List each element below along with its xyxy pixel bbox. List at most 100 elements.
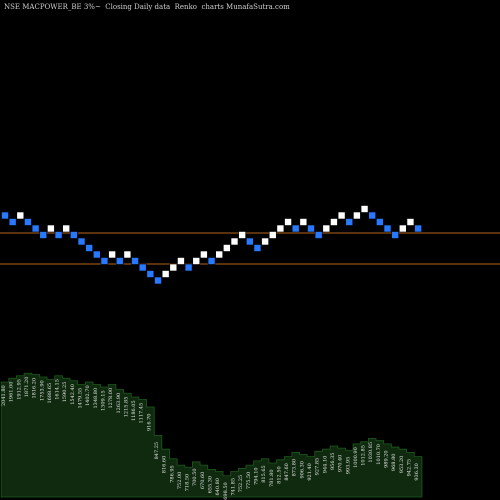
volume-label-43: 956.35: [330, 453, 336, 471]
volume-label-45: 993.95: [345, 457, 351, 475]
volume-label-3: 1871.20: [24, 377, 30, 398]
brick-33: [253, 244, 262, 252]
volume-label-13: 1309.15: [100, 390, 106, 411]
brick-16: [123, 250, 132, 259]
volume-label-16: 1215.85: [123, 397, 129, 418]
volume-label-26: 670.60: [200, 472, 206, 490]
volume-label-46: 1000.90: [353, 447, 359, 468]
volume-label-22: 786.95: [169, 465, 175, 483]
brick-11: [85, 244, 93, 252]
brick-14: [108, 250, 116, 259]
brick-49: [376, 218, 384, 226]
volume-label-24: 718.50: [185, 474, 191, 492]
brick-47: [360, 205, 369, 213]
brick-19: [146, 270, 155, 278]
volume-label-34: 815.65: [261, 465, 267, 483]
volume-label-41: 927.85: [315, 458, 321, 476]
brick-35: [268, 231, 277, 239]
brick-22: [169, 263, 178, 272]
volume-label-27: 655.30: [208, 476, 214, 494]
volume-label-4: 1816.20: [32, 378, 38, 399]
volume-label-48: 1030.85: [368, 442, 374, 463]
volume-label-23: 752.00: [177, 472, 183, 490]
volume-label-17: 1186.05: [131, 400, 137, 421]
volume-label-18: 1117.45: [139, 403, 145, 424]
volume-label-37: 847.60: [284, 463, 290, 481]
volume-label-1: 1961.00: [9, 382, 15, 403]
volume-label-0: 2041.80: [1, 385, 7, 406]
volume-label-33: 794.10: [253, 467, 259, 485]
brick-18: [138, 263, 147, 272]
brick-0: [1, 211, 9, 220]
volume-label-14: 1278.00: [108, 388, 114, 409]
volume-series: [0, 372, 423, 498]
volume-area: [0, 372, 423, 498]
volume-label-6: 1688.65: [47, 383, 53, 404]
reference-lines: [0, 232, 500, 265]
brick-42: [322, 224, 331, 233]
volume-label-38: 873.80: [292, 459, 298, 477]
volume-label-32: 775.50: [246, 472, 252, 490]
brick-30: [230, 237, 239, 246]
brick-7: [54, 231, 63, 239]
volume-label-29: 698.50: [223, 482, 229, 500]
volume-label-42: 944.10: [322, 456, 328, 474]
renko-bricks: [1, 205, 422, 285]
volume-label-31: 752.25: [238, 475, 244, 493]
brick-24: [184, 263, 193, 272]
brick-15: [115, 257, 124, 265]
brick-37: [284, 218, 292, 226]
volume-label-30: 741.85: [231, 478, 237, 496]
volume-label-36: 812.50: [276, 466, 282, 484]
volume-label-11: 1402.70: [85, 385, 91, 406]
chart-title: NSE MACPOWER_BE 3%~ Closing Daily data R…: [4, 3, 290, 11]
brick-44: [337, 211, 346, 220]
brick-40: [307, 224, 315, 233]
brick-26: [200, 250, 208, 259]
brick-34: [261, 237, 269, 246]
brick-1: [8, 218, 17, 226]
brick-6: [47, 224, 55, 233]
volume-label-47: 1012.85: [361, 445, 367, 466]
volume-label-49: 1010.70: [376, 444, 382, 465]
brick-36: [276, 224, 285, 233]
brick-32: [246, 237, 254, 246]
brick-39: [299, 218, 308, 226]
brick-48: [368, 211, 377, 220]
brick-4: [31, 224, 40, 233]
volume-label-54: 936.30: [414, 463, 420, 481]
brick-45: [345, 218, 354, 226]
brick-43: [330, 218, 338, 226]
brick-9: [70, 231, 78, 239]
brick-50: [383, 224, 392, 233]
brick-13: [100, 257, 109, 265]
brick-51: [391, 231, 399, 239]
brick-10: [77, 237, 86, 246]
volume-label-39: 906.30: [299, 461, 305, 479]
brick-12: [93, 250, 101, 259]
volume-label-51: 968.80: [391, 454, 397, 472]
volume-label-12: 1348.80: [93, 388, 99, 409]
brick-31: [238, 231, 246, 239]
volume-label-44: 970.40: [338, 455, 344, 473]
volume-label-19: 916.70: [146, 414, 152, 432]
volume-label-40: 921.40: [307, 463, 313, 481]
brick-29: [223, 244, 231, 252]
volume-label-35: 781.80: [269, 470, 275, 488]
brick-21: [161, 270, 170, 278]
volume-label-21: 816.60: [162, 456, 168, 474]
brick-54: [414, 224, 422, 233]
volume-label-50: 989.20: [384, 450, 390, 468]
volume-label-53: 942.75: [406, 459, 412, 477]
brick-25: [192, 257, 201, 265]
brick-53: [406, 218, 415, 226]
volume-label-52: 953.20: [399, 456, 405, 474]
brick-27: [207, 257, 216, 265]
brick-8: [62, 224, 71, 233]
volume-label-2: 1912.95: [16, 379, 22, 400]
brick-52: [398, 224, 407, 233]
volume-label-8: 1590.25: [62, 382, 68, 403]
volume-label-7: 1614.15: [55, 379, 61, 400]
brick-20: [154, 276, 162, 285]
